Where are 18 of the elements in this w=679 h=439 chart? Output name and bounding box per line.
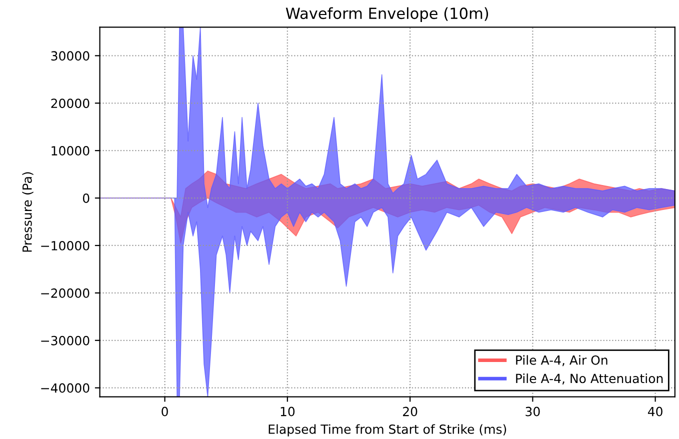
x-tick-label: 0 [162, 406, 168, 416]
y-tick-label: −30000 [41, 336, 90, 346]
y-tick-label: 20000 [51, 98, 90, 108]
y-axis-title: Pressure (Pa) [22, 172, 34, 252]
y-tick-label: 30000 [51, 51, 90, 61]
x-tick-label: 20 [403, 406, 418, 416]
legend-label: Pile A-4, No Attenuation [516, 374, 663, 384]
y-tick-label: −20000 [41, 288, 90, 298]
y-tick-label: 0 [82, 194, 90, 203]
x-tick-label: 40 [648, 406, 662, 416]
x-axis-title: Elapsed Time from Start of Strike (ms) [268, 424, 506, 436]
x-tick-label: 10 [280, 406, 295, 416]
x-tick-label: 30 [526, 406, 540, 416]
chart-title: Waveform Envelope (10m) [286, 7, 488, 22]
y-tick-label: −10000 [41, 240, 90, 250]
y-tick-label: −40000 [41, 383, 90, 393]
legend-label: Pile A-4, Air On [516, 355, 608, 366]
y-tick-label: 10000 [52, 146, 90, 156]
